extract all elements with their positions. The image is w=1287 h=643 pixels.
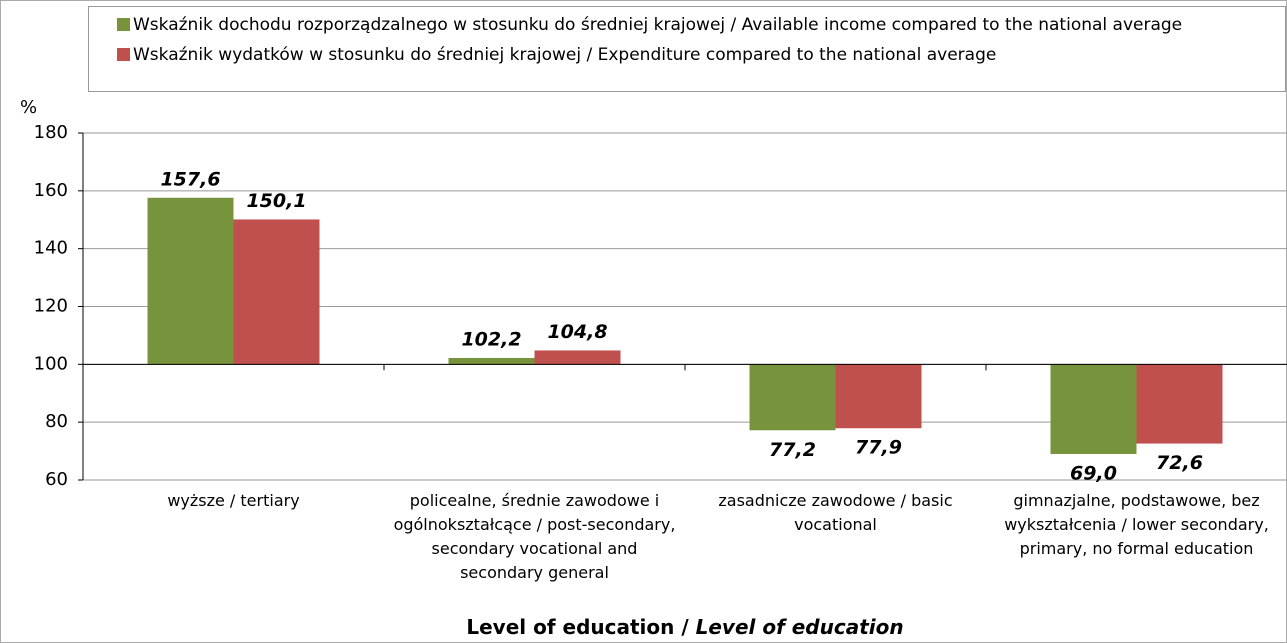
x-axis-title-part: Level of education bbox=[696, 615, 904, 639]
y-tick-label: 180 bbox=[34, 122, 68, 143]
text-line: Wskaźnik dochodu rozporządzalnego w stos… bbox=[133, 15, 1182, 35]
x-axis-title: Level of education / Level of education bbox=[466, 615, 903, 639]
bar bbox=[1050, 364, 1137, 454]
value-label: 104,8 bbox=[547, 321, 607, 343]
x-tick-label: wyższe / tertiary bbox=[167, 491, 299, 510]
value-label: 150,1 bbox=[246, 190, 306, 212]
value-label: 77,9 bbox=[855, 437, 902, 459]
x-tick-label: policealne, średnie zawodowe i ogólnokszt… bbox=[394, 491, 676, 582]
text-line: gimnazjalne, podstawowe, bez bbox=[1013, 491, 1259, 510]
text-line: wykształcenia / lower secondary, bbox=[1004, 515, 1269, 534]
text-line: Wskaźnik wydatków w stosunku do średniej… bbox=[133, 45, 996, 65]
bar bbox=[147, 197, 234, 365]
bar bbox=[233, 219, 320, 365]
text-line: vocational bbox=[794, 515, 877, 534]
bar bbox=[1136, 364, 1223, 444]
value-label: 102,2 bbox=[461, 328, 521, 350]
y-tick-label: 140 bbox=[34, 238, 68, 259]
value-label: 72,6 bbox=[1156, 452, 1203, 474]
y-tick-label: 100 bbox=[34, 353, 68, 374]
text-line: zasadnicze zawodowe / basic bbox=[718, 491, 952, 510]
text-line: primary, no formal education bbox=[1020, 539, 1254, 558]
text-line: ogólnokształcące / post-secondary, bbox=[394, 515, 676, 534]
legend-label: Wskaźnik dochodu rozporządzalnego w stos… bbox=[133, 15, 1182, 35]
y-tick-label: 160 bbox=[34, 180, 68, 201]
y-tick-label: 80 bbox=[45, 411, 68, 432]
text-line: secondary vocational and bbox=[432, 539, 638, 558]
bar bbox=[534, 350, 621, 365]
text-line: policealne, średnie zawodowe i bbox=[410, 491, 659, 510]
x-tick-label: zasadnicze zawodowe / basic vocational bbox=[718, 491, 952, 534]
legend-swatch bbox=[117, 48, 130, 61]
bar bbox=[448, 357, 535, 365]
text-line: wyższe / tertiary bbox=[167, 491, 299, 510]
bar bbox=[749, 364, 836, 431]
text-line: secondary general bbox=[460, 563, 609, 582]
y-tick-label: 60 bbox=[45, 469, 68, 490]
y-tick-label: 120 bbox=[34, 296, 68, 317]
legend-swatch bbox=[117, 18, 130, 31]
x-axis-title-part: Level of education / bbox=[466, 615, 695, 639]
value-label: 69,0 bbox=[1070, 462, 1117, 484]
legend-box bbox=[88, 6, 1286, 92]
value-label: 157,6 bbox=[160, 168, 220, 190]
value-label: 77,2 bbox=[769, 439, 816, 461]
x-tick-label: gimnazjalne, podstawowe, bez wykształceni… bbox=[1004, 491, 1269, 558]
y-axis-unit: % bbox=[20, 97, 37, 118]
legend-label: Wskaźnik wydatków w stosunku do średniej… bbox=[133, 45, 996, 65]
bar bbox=[835, 364, 922, 429]
